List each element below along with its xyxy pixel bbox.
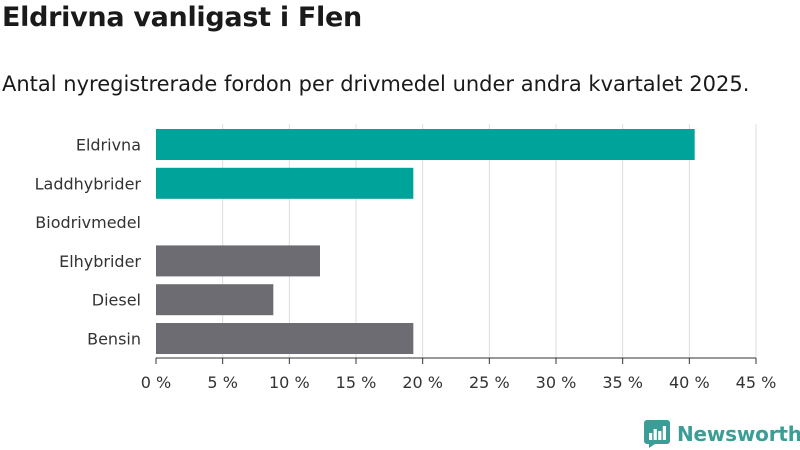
- category-label: Elhybrider: [59, 252, 141, 271]
- x-tick-label: 40 %: [669, 373, 710, 392]
- x-tick-label: 35 %: [602, 373, 643, 392]
- x-tick-label: 20 %: [402, 373, 443, 392]
- category-label: Bensin: [87, 330, 141, 349]
- chart-subtitle: Antal nyregistrerade fordon per drivmede…: [2, 72, 750, 96]
- bar: [156, 167, 414, 199]
- brand-name: Newsworthy: [677, 422, 800, 446]
- bar: [156, 245, 320, 277]
- x-tick-label: 45 %: [736, 373, 777, 392]
- bar: [156, 284, 274, 316]
- category-label: Eldrivna: [76, 136, 141, 155]
- chart-title: Eldrivna vanligast i Flen: [2, 2, 362, 33]
- x-tick-label: 0 %: [141, 373, 171, 392]
- bar: [156, 323, 414, 354]
- x-tick-label: 10 %: [269, 373, 310, 392]
- x-tick-label: 30 %: [536, 373, 577, 392]
- newsworthy-logo-icon: [644, 420, 670, 448]
- category-label: Diesel: [92, 291, 141, 310]
- category-label: Laddhybrider: [35, 174, 142, 193]
- x-tick-label: 15 %: [336, 373, 377, 392]
- category-label: Biodrivmedel: [35, 213, 141, 232]
- bar: [156, 129, 695, 160]
- brand-logo: Newsworthy: [644, 420, 800, 448]
- x-tick-label: 5 %: [207, 373, 237, 392]
- x-tick-label: 25 %: [469, 373, 510, 392]
